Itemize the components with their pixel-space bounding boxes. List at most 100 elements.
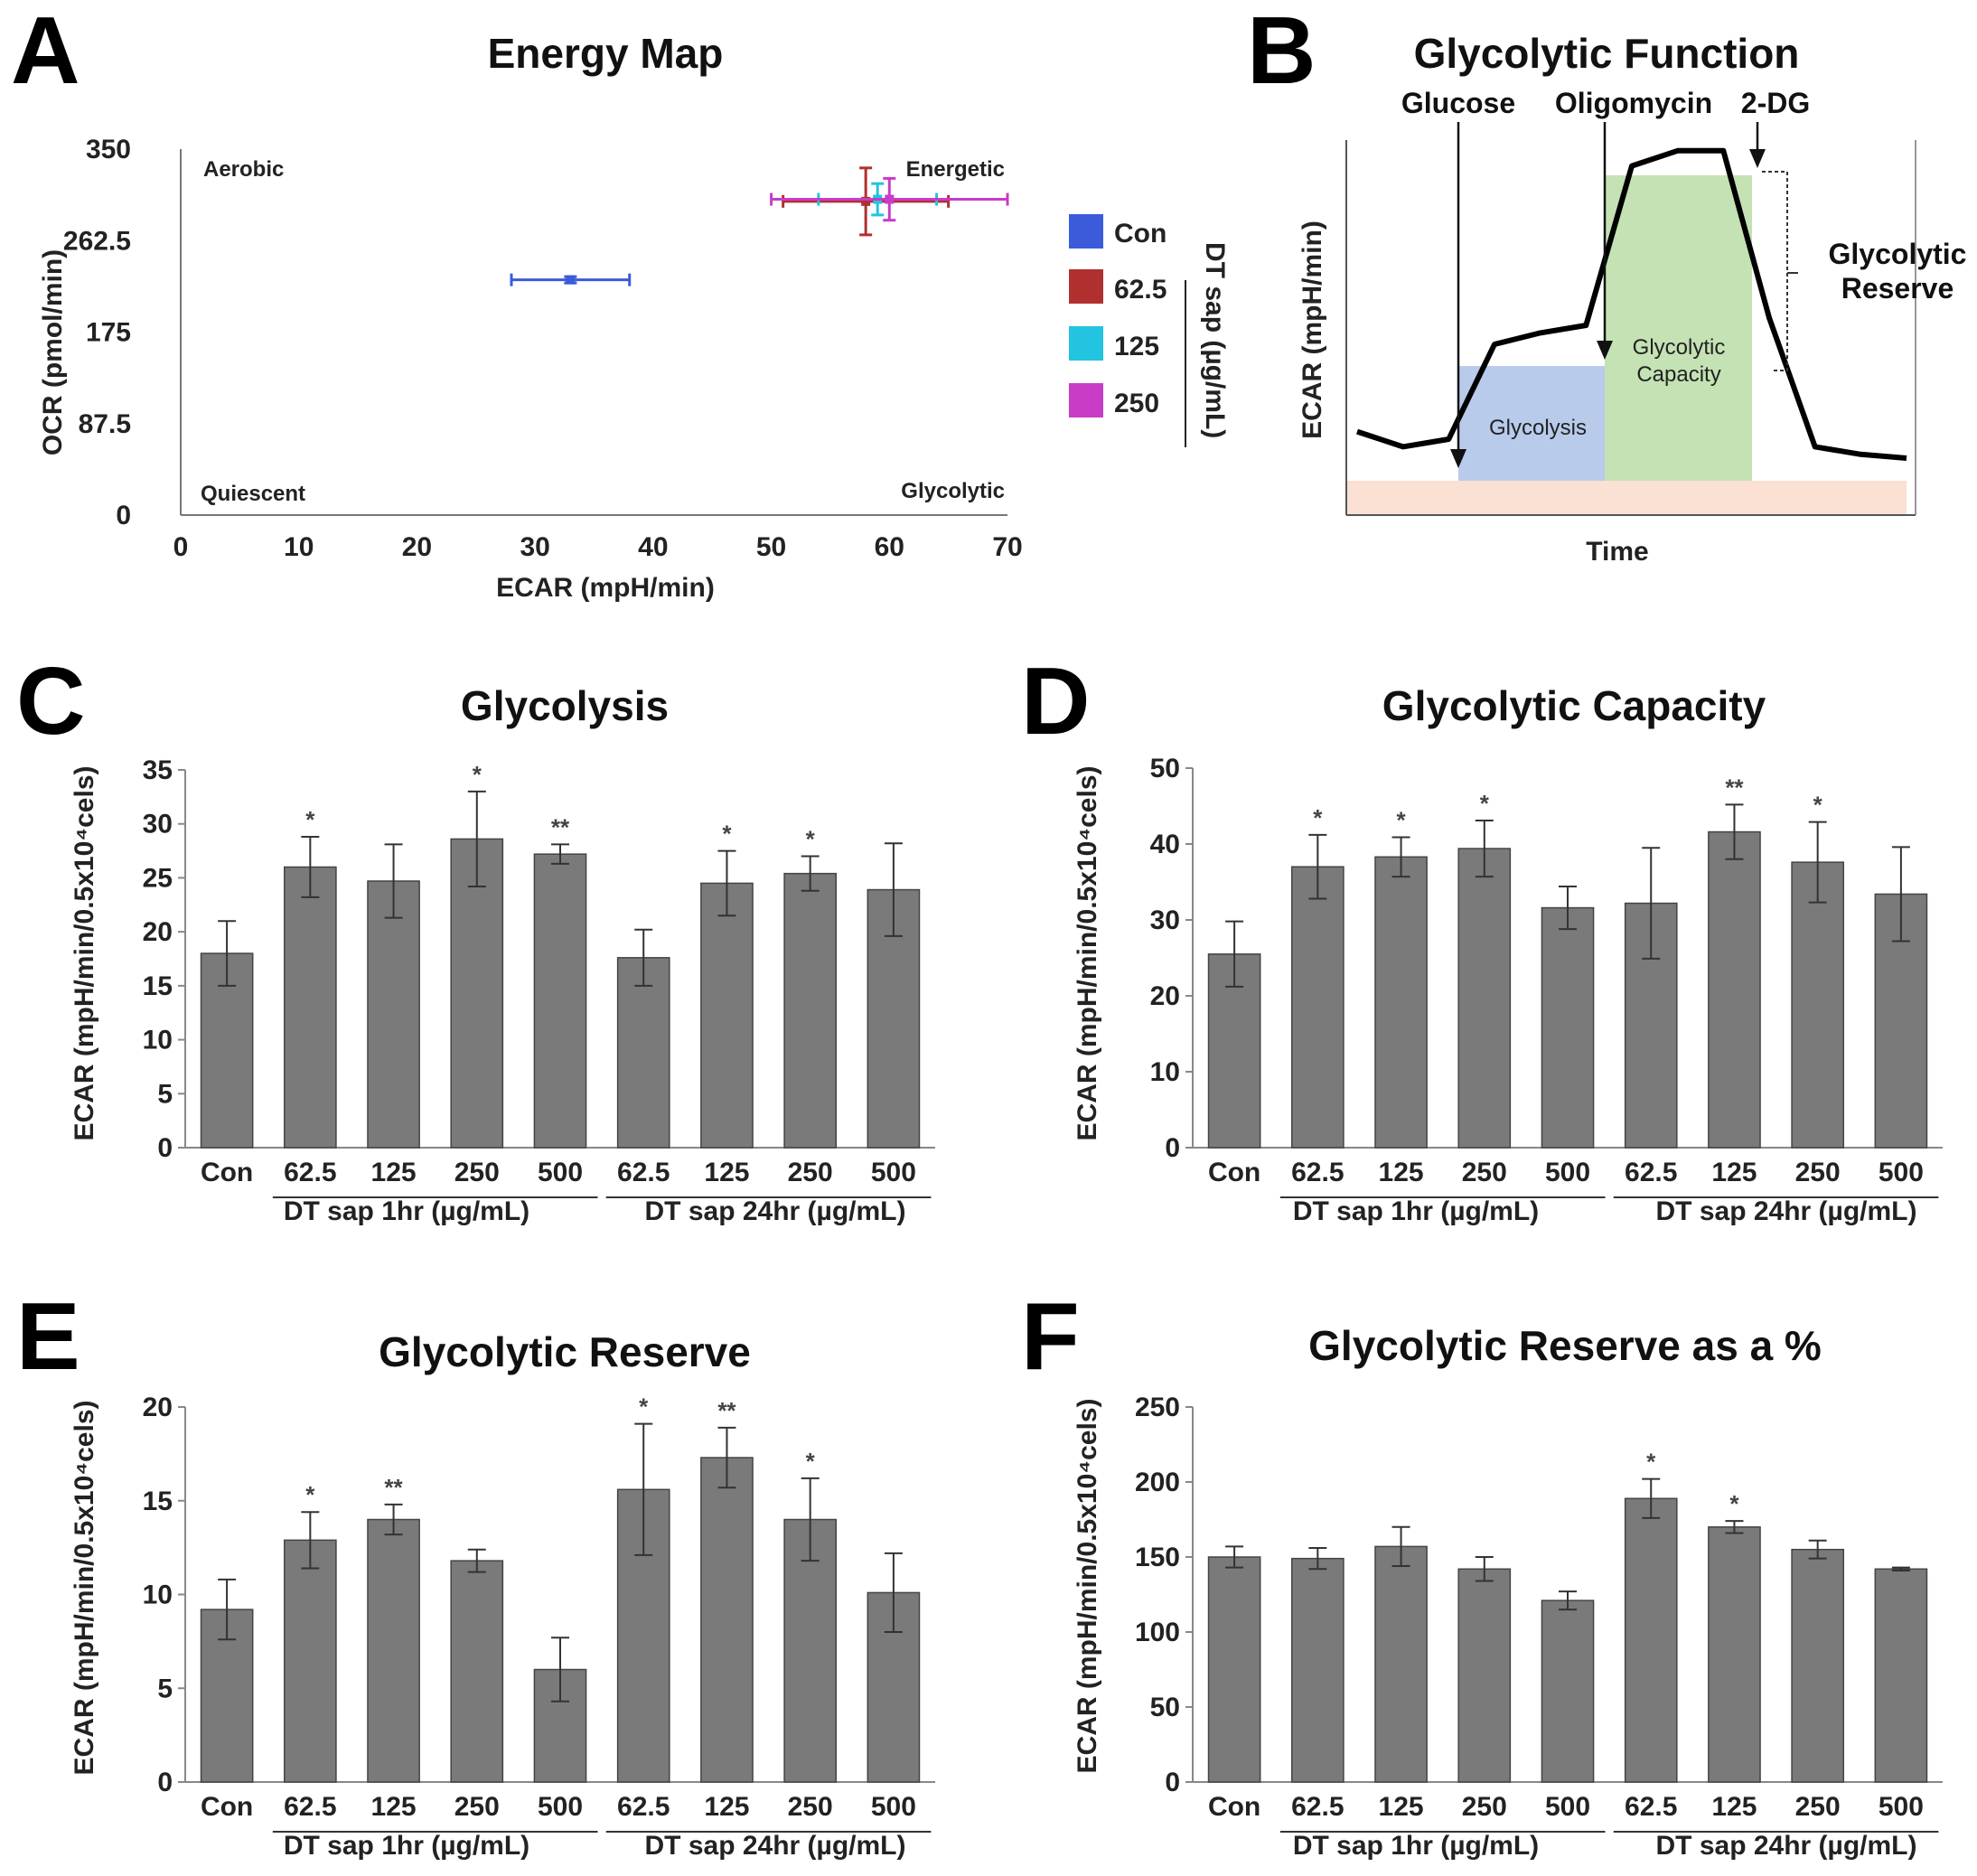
energy-map-x-tick-label: 70 xyxy=(992,532,1022,562)
x-tick-label: 62.5 xyxy=(617,1158,670,1187)
panel-d-title: Glycolytic Capacity xyxy=(1382,682,1766,729)
panel-c-group-label-24hr: DT sap 24hr (µg/mL) xyxy=(645,1196,906,1226)
y-tick-label: 30 xyxy=(1150,905,1180,935)
legend-swatch-250 xyxy=(1069,383,1103,417)
point-marker xyxy=(861,196,871,206)
schematic-y-axis-label: ECAR (mpH/min) xyxy=(1298,220,1327,439)
y-tick-label: 10 xyxy=(1150,1057,1180,1087)
significance-marker: ** xyxy=(384,1474,403,1501)
significance-marker: * xyxy=(1646,1449,1656,1476)
panel-c-plot-area: 0 5 10 15 20 25 30 35 Con * 62.5 125 * 250 ** 500 62.5 * 1… xyxy=(143,755,935,1198)
bar xyxy=(1457,1568,1512,1783)
2dg-injection-label: 2-DG xyxy=(1741,87,1810,119)
bar xyxy=(533,853,587,1149)
energy-map-y-axis-label: OCR (pmol/min) xyxy=(38,249,68,455)
x-tick-label: 125 xyxy=(1711,1792,1757,1822)
bar xyxy=(700,1457,754,1783)
energy-map-legend: Con 62.5 125 250 DT sap (µg/mL) xyxy=(1069,214,1230,447)
bar xyxy=(367,1518,420,1783)
panel-label-c: C xyxy=(16,648,86,755)
panel-e-y-axis-label: ECAR (mpH/min/0.5x10⁴cels) xyxy=(70,1401,99,1776)
panel-f-glycolytic-reserve-percent: F Glycolytic Reserve as a % ECAR (mpH/mi… xyxy=(1021,1283,1943,1861)
panel-a-energy-map: A Energy Map 0 10 20 30 40 50 60 70 0 87.5 175 262.… xyxy=(11,0,1230,603)
legend-swatch-125 xyxy=(1069,326,1103,361)
significance-marker: * xyxy=(1480,790,1490,817)
x-tick-label: 500 xyxy=(538,1792,583,1822)
bar xyxy=(1374,856,1428,1149)
panel-b-title: Glycolytic Function xyxy=(1414,30,1800,77)
ecar-trace-line xyxy=(1356,147,1907,461)
x-tick-label: 250 xyxy=(454,1792,500,1822)
x-tick-label: 125 xyxy=(1379,1792,1424,1822)
y-tick-label: 20 xyxy=(143,1393,173,1422)
x-tick-label: 500 xyxy=(1545,1158,1590,1187)
quadrant-label-aerobic: Aerobic xyxy=(203,157,284,182)
x-tick-label: 125 xyxy=(371,1792,417,1822)
energy-map-y-tick-label: 262.5 xyxy=(63,226,131,256)
significance-marker: * xyxy=(1729,1490,1739,1517)
panel-label-d: D xyxy=(1021,648,1091,755)
significance-marker: ** xyxy=(717,1397,736,1424)
x-tick-label: 125 xyxy=(1379,1158,1424,1187)
quadrant-label-glycolytic: Glycolytic xyxy=(901,479,1005,503)
bar xyxy=(283,866,337,1149)
x-tick-label: 62.5 xyxy=(1291,1792,1344,1822)
panel-f-plot-area: 0 50 100 150 200 250 Con 62.5 125 250 500 * 62.5 * 125… xyxy=(1135,1393,1943,1833)
bar xyxy=(1541,1599,1595,1783)
glycolytic-capacity-region xyxy=(1605,175,1752,481)
energy-map-point-62.5 xyxy=(782,166,951,237)
energy-map-x-tick-label: 40 xyxy=(638,532,668,562)
oligomycin-injection-label: Oligomycin xyxy=(1555,87,1712,119)
energy-map-x-tick-label: 0 xyxy=(173,532,189,562)
y-tick-label: 250 xyxy=(1135,1393,1180,1422)
panel-b-glycolytic-function: B Glycolytic Function Glycolysis Glycoly… xyxy=(1247,0,1966,567)
energy-map-x-tick-label: 30 xyxy=(520,532,549,562)
x-tick-label: 250 xyxy=(788,1792,833,1822)
y-tick-label: 5 xyxy=(157,1079,173,1109)
energy-map-y-tick-label: 87.5 xyxy=(79,409,131,439)
x-tick-label: 250 xyxy=(1795,1792,1841,1822)
panel-d-group-label-1hr: DT sap 1hr (µg/mL) xyxy=(1293,1196,1539,1226)
legend-swatch-62-5 xyxy=(1069,269,1103,304)
y-tick-label: 25 xyxy=(143,863,173,893)
bar xyxy=(783,872,838,1149)
x-tick-label: 500 xyxy=(871,1792,916,1822)
reserve-bracket xyxy=(1762,171,1788,371)
bar xyxy=(1624,1497,1678,1783)
bar xyxy=(1290,866,1345,1149)
x-tick-label: 500 xyxy=(871,1158,916,1187)
2dg-arrowhead xyxy=(1749,149,1766,168)
panel-f-group-label-24hr: DT sap 24hr (µg/mL) xyxy=(1656,1831,1917,1861)
panel-e-group-label-24hr: DT sap 24hr (µg/mL) xyxy=(645,1831,906,1861)
panel-c-glycolysis: C Glycolysis ECAR (mpH/min/0.5x10⁴cels) … xyxy=(16,648,935,1226)
x-tick-label: 250 xyxy=(454,1158,500,1187)
panel-c-y-axis-label: ECAR (mpH/min/0.5x10⁴cels) xyxy=(70,766,99,1141)
energy-map-x-tick-label: 10 xyxy=(284,532,314,562)
y-tick-label: 200 xyxy=(1135,1468,1180,1497)
x-tick-label: 250 xyxy=(1795,1158,1841,1187)
y-tick-label: 150 xyxy=(1135,1543,1180,1572)
significance-marker: * xyxy=(806,826,816,853)
x-tick-label: Con xyxy=(201,1792,253,1822)
x-tick-label: 62.5 xyxy=(1291,1158,1344,1187)
panel-label-a: A xyxy=(11,0,80,104)
energy-map-x-tick-label: 50 xyxy=(756,532,786,562)
y-tick-label: 0 xyxy=(157,1133,173,1163)
panel-f-title: Glycolytic Reserve as a % xyxy=(1308,1322,1822,1369)
significance-marker: * xyxy=(305,1481,315,1508)
significance-marker: * xyxy=(806,1448,816,1475)
x-tick-label: 500 xyxy=(538,1158,583,1187)
bar xyxy=(1207,953,1261,1149)
energy-map-y-tick-label: 0 xyxy=(116,501,131,530)
x-tick-label: 62.5 xyxy=(1625,1158,1677,1187)
significance-marker: * xyxy=(473,761,483,788)
legend-label-125: 125 xyxy=(1114,332,1159,361)
y-tick-label: 35 xyxy=(143,755,173,785)
significance-marker: * xyxy=(722,821,732,848)
panel-label-b: B xyxy=(1247,0,1316,104)
y-tick-label: 0 xyxy=(1165,1768,1180,1797)
bar xyxy=(1457,848,1512,1149)
bar xyxy=(700,882,754,1149)
glucose-arrowhead xyxy=(1450,449,1466,468)
point-marker xyxy=(566,275,576,285)
